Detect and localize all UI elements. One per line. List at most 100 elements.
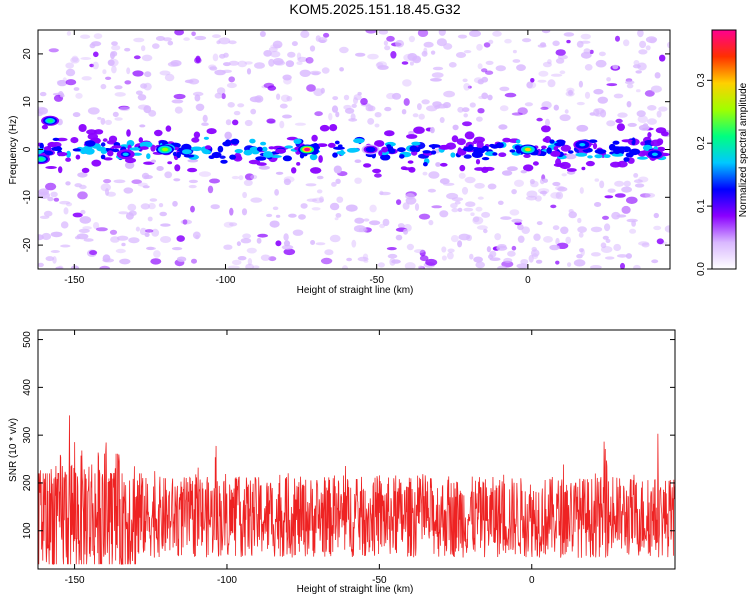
heatmap-cell <box>150 144 156 152</box>
heatmap-cell <box>48 48 59 53</box>
heatmap-cell <box>296 162 301 166</box>
heatmap-hotspot <box>579 143 586 147</box>
heatmap-cell <box>256 237 262 244</box>
heatmap-cell <box>354 217 365 224</box>
heatmap-cell <box>616 254 628 258</box>
y-tick-label: 500 <box>22 331 33 348</box>
heatmap-cell <box>328 112 333 121</box>
heatmap-cell <box>75 92 83 99</box>
heatmap-cell <box>430 50 436 55</box>
heatmap-cell <box>616 123 626 131</box>
heatmap-cell <box>477 79 484 85</box>
heatmap-cell <box>174 106 183 114</box>
heatmap-cell <box>642 123 649 127</box>
heatmap-cell <box>484 166 495 171</box>
heatmap-cell <box>243 149 253 156</box>
heatmap-cell <box>523 164 534 172</box>
heatmap-cell <box>413 126 425 134</box>
heatmap-cell <box>334 217 339 221</box>
heatmap-cell <box>283 248 296 256</box>
heatmap-cell <box>121 242 126 247</box>
x-tick-label: -50 <box>369 275 384 286</box>
heatmap-cell <box>492 30 502 37</box>
heatmap-cell <box>237 60 248 68</box>
heatmap-cell <box>482 145 489 152</box>
heatmap-cell <box>194 35 207 41</box>
heatmap-cell <box>309 45 316 52</box>
heatmap-cell <box>73 87 80 91</box>
heatmap-cell <box>391 92 402 100</box>
x-tick-label: 0 <box>525 275 531 286</box>
colorbar-ticks: 0.0 0.1 0.2 0.3 <box>696 73 712 276</box>
heatmap-cell <box>160 236 172 243</box>
y-tick-label: -10 <box>22 190 33 205</box>
heatmap-cell <box>336 151 346 155</box>
heatmap-cell <box>516 64 526 71</box>
heatmap-cell <box>604 223 611 232</box>
heatmap-cell <box>623 180 631 187</box>
snr-series-line <box>38 415 675 565</box>
heatmap-cell <box>566 39 571 44</box>
heatmap-cell <box>207 185 214 194</box>
heatmap-cell <box>389 258 396 266</box>
heatmap-cell <box>486 246 491 253</box>
heatmap-cell <box>535 259 543 264</box>
heatmap-cell <box>533 233 541 241</box>
heatmap-cell <box>266 213 273 218</box>
heatmap-cell <box>464 176 476 184</box>
heatmap-hotspot <box>122 152 129 156</box>
heatmap-cell <box>406 243 414 251</box>
heatmap-cell <box>481 68 488 73</box>
heatmap-cell <box>60 94 65 98</box>
heatmap-cell <box>592 142 598 150</box>
heatmap-cell <box>432 66 444 71</box>
heatmap-cell <box>431 144 436 150</box>
heatmap-cell <box>111 65 117 74</box>
heatmap-cell <box>250 108 257 115</box>
heatmap-cell <box>579 248 584 253</box>
heatmap-cell <box>127 203 137 211</box>
heatmap-cell <box>224 139 231 147</box>
heatmap-cell <box>458 172 466 179</box>
heatmap-cell <box>165 125 172 132</box>
heatmap-cell <box>332 152 338 158</box>
heatmap-cell <box>50 250 60 253</box>
colorbar-frame <box>711 29 737 270</box>
heatmap-cell <box>275 240 282 247</box>
heatmap-cell <box>476 225 488 230</box>
heatmap-cell <box>39 91 47 97</box>
heatmap-cell <box>409 61 414 66</box>
heatmap-cell <box>111 45 121 51</box>
heatmap-cell <box>128 210 137 216</box>
heatmap-cell <box>81 167 90 173</box>
heatmap-cell <box>495 65 506 72</box>
heatmap-cell <box>246 247 257 254</box>
heatmap-cell <box>534 195 542 202</box>
heatmap-cell <box>411 141 421 146</box>
heatmap-cell <box>202 149 212 155</box>
heatmap-cell <box>382 218 390 227</box>
heatmap-cell <box>611 211 621 220</box>
heatmap-cell <box>183 37 190 41</box>
heatmap-cell <box>209 178 220 184</box>
heatmap-cell <box>354 159 362 163</box>
heatmap-cell <box>473 256 483 263</box>
heatmap-cell <box>606 77 611 82</box>
heatmap-cell <box>59 200 71 205</box>
heatmap-cell <box>112 111 119 118</box>
heatmap-cell <box>436 38 447 47</box>
heatmap-cell <box>223 62 231 67</box>
heatmap-cell <box>279 120 285 129</box>
heatmap-cell <box>541 145 547 149</box>
heatmap-cell <box>282 74 292 81</box>
heatmap-cell <box>329 202 340 211</box>
heatmap-cell <box>507 250 516 257</box>
heatmap-cell <box>105 188 109 196</box>
heatmap-cell <box>333 146 345 150</box>
heatmap-cell <box>549 139 555 144</box>
heatmap-cell <box>554 142 565 147</box>
heatmap-cell <box>488 39 494 45</box>
heatmap-cell <box>148 110 157 117</box>
heatmap-cell <box>457 207 463 212</box>
heatmap-cell <box>55 146 62 151</box>
